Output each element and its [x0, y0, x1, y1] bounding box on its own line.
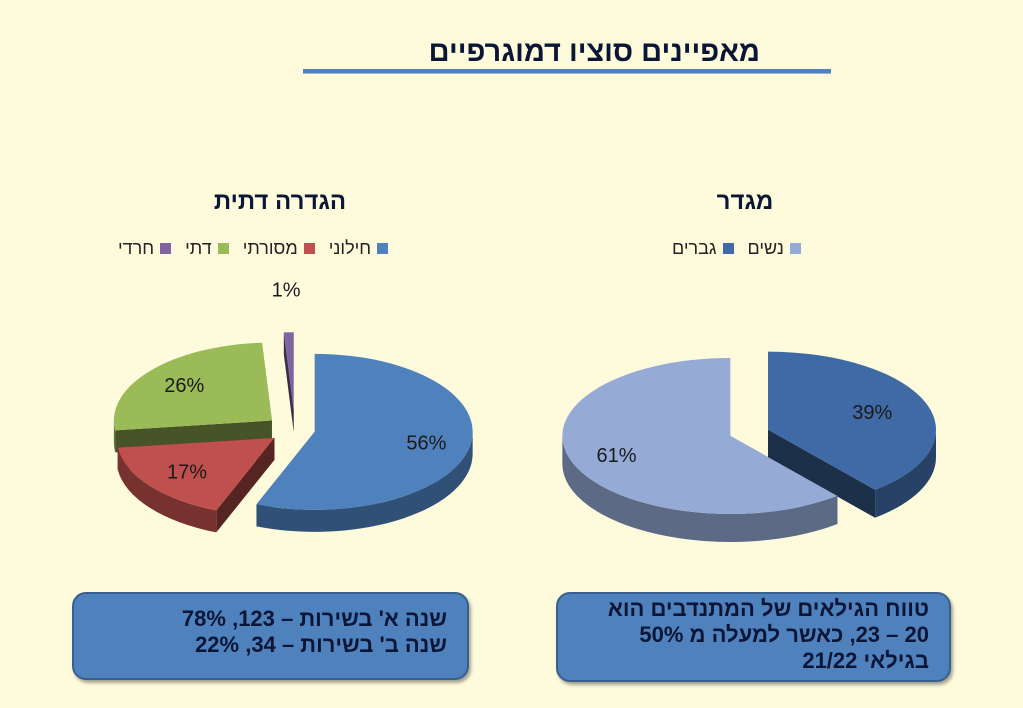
traditional-slice: [117, 437, 275, 511]
legend-label-religious: דתי: [185, 238, 212, 258]
men-slice: [767, 351, 936, 490]
haredi-data-label: 1%: [272, 279, 301, 301]
traditional-slice-wall: [216, 437, 275, 533]
women-slice: [562, 357, 838, 514]
religion-legend: חילוני מסורתי דתי חרדי: [118, 238, 389, 259]
legend-item-women: נשים: [748, 238, 801, 259]
legend-item-men: גברים: [672, 238, 734, 259]
legend-label-haredi: חרדי: [118, 238, 155, 258]
slide-title: מאפיינים סוציו דמוגרפיים: [428, 36, 760, 68]
service-year-line-2: שנה ב' בשירות – 34, 22%: [195, 632, 447, 657]
secular-slice: [256, 353, 473, 510]
religion-chart-title: הגדרה דתית: [213, 188, 347, 215]
age-range-line-2: 20 – 23, כאשר למעלה מ 50%: [639, 622, 929, 647]
legend-swatch-secular: [377, 243, 389, 254]
men-slice-side: [875, 429, 936, 518]
secular-slice-side: [256, 431, 473, 532]
religious-slice: [113, 342, 272, 431]
legend-label-men: גברים: [672, 238, 717, 258]
legend-swatch-traditional: [303, 243, 315, 254]
religious-data-label: 26%: [164, 375, 204, 397]
legend-swatch-women: [789, 243, 801, 254]
legend-swatch-men: [722, 243, 734, 254]
gender-chart-title: מגדר: [716, 188, 774, 215]
religion-pie: 56% 17% 26% 1%: [113, 279, 473, 533]
gender-legend: נשים גברים: [672, 238, 801, 259]
legend-swatch-religious: [217, 243, 229, 254]
title-underline: [303, 69, 831, 73]
haredi-slice: [283, 332, 294, 411]
legend-item-traditional: מסורתי: [243, 238, 315, 259]
religious-slice-side: [113, 420, 116, 453]
legend-item-religious: דתי: [185, 238, 229, 259]
men-slice-wall: [767, 429, 876, 518]
age-range-note: טווח הגילאים של המתנדבים הוא 20 – 23, כא…: [556, 592, 951, 682]
haredi-slice-wall: [283, 332, 294, 433]
secular-data-label: 56%: [406, 432, 446, 454]
legend-item-secular: חילוני: [328, 238, 389, 259]
legend-swatch-haredi: [160, 243, 172, 254]
women-slice-side: [562, 435, 838, 542]
service-year-line-1: שנה א' בשירות – 123, 78%: [181, 606, 447, 631]
age-range-line-3: בגילאי 21/22: [802, 648, 929, 673]
age-range-line-1: טווח הגילאים של המתנדבים הוא: [607, 596, 929, 621]
legend-label-women: נשים: [747, 238, 784, 258]
gender-pie: 39% 61%: [562, 351, 936, 542]
legend-label-traditional: מסורתי: [242, 238, 298, 258]
women-data-label: 61%: [597, 445, 637, 467]
traditional-slice-side: [117, 447, 217, 533]
service-year-note: שנה א' בשירות – 123, 78% שנה ב' בשירות –…: [72, 592, 469, 680]
traditional-data-label: 17%: [167, 461, 207, 483]
legend-label-secular: חילוני: [328, 238, 372, 258]
men-data-label: 39%: [852, 402, 892, 424]
legend-item-haredi: חרדי: [118, 238, 172, 259]
